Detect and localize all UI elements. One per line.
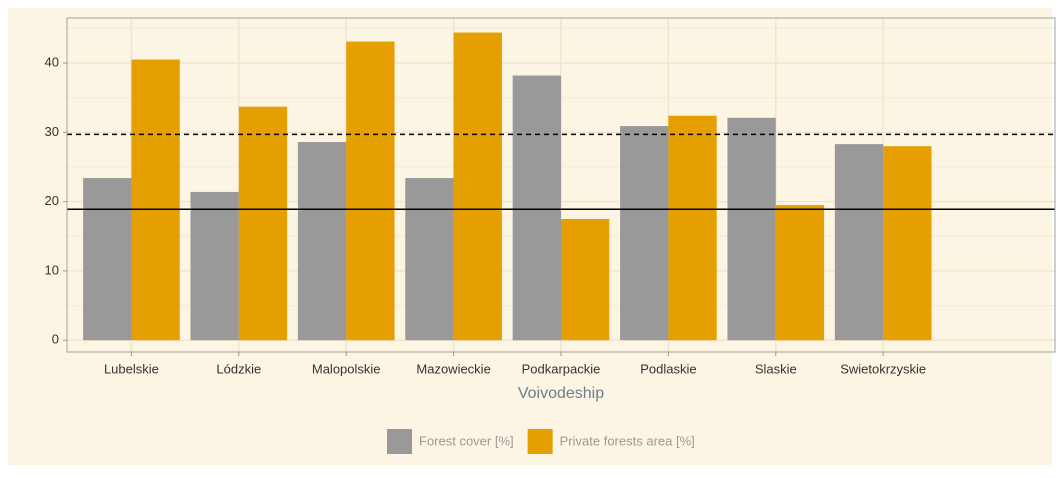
bar xyxy=(83,178,132,341)
bar xyxy=(834,144,884,341)
bar xyxy=(131,59,180,341)
legend-label: Private forests area [%] xyxy=(560,433,695,448)
panel-border xyxy=(66,17,1056,353)
bar xyxy=(238,106,288,341)
bar xyxy=(346,41,395,341)
y-tick-label: 40 xyxy=(45,54,59,69)
bar xyxy=(405,178,454,341)
bar xyxy=(512,75,561,341)
y-tick-label: 0 xyxy=(52,332,59,347)
x-tick-label: Slaskie xyxy=(755,361,797,376)
x-tick-label: Lubelskie xyxy=(104,361,159,376)
bar xyxy=(668,115,717,341)
y-tick-label: 30 xyxy=(45,124,59,139)
bar xyxy=(775,205,825,341)
legend-swatch xyxy=(527,429,553,454)
x-tick-label: Swietokrzyskie xyxy=(840,361,926,376)
bar xyxy=(883,146,932,341)
bar xyxy=(453,32,502,341)
bar xyxy=(297,142,347,341)
y-tick-label: 20 xyxy=(45,193,59,208)
bar xyxy=(561,218,610,341)
x-axis-title: Voivodeship xyxy=(518,385,604,402)
bar xyxy=(620,126,669,341)
x-tick-label: Podlaskie xyxy=(640,361,696,376)
legend-swatch xyxy=(387,429,412,454)
x-tick-label: Mazowieckie xyxy=(416,361,490,376)
legend-label: Forest cover [%] xyxy=(419,433,514,448)
bar xyxy=(727,117,776,341)
bar xyxy=(190,191,239,341)
x-tick-label: Lódzkie xyxy=(216,361,261,376)
x-tick-label: Podkarpackie xyxy=(522,361,601,376)
y-tick-label: 10 xyxy=(45,262,59,277)
x-tick-label: Malopolskie xyxy=(312,361,381,376)
